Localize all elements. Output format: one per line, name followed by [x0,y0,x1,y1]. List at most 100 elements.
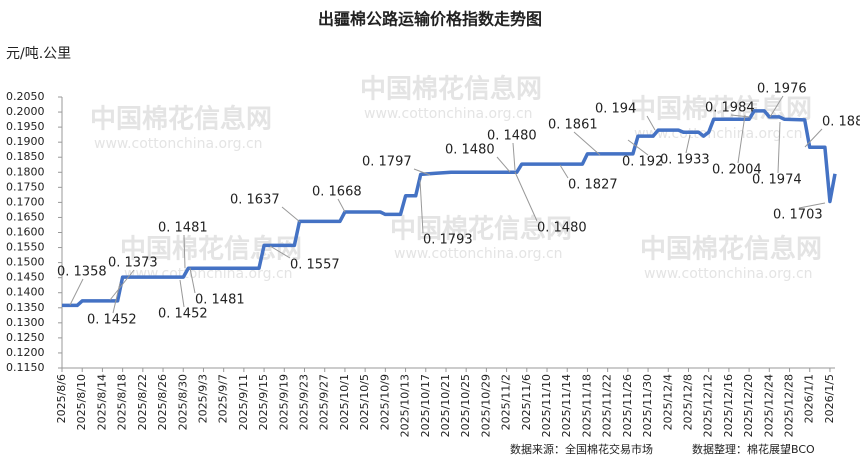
x-tick-label: 2025/11/6 [520,374,533,430]
leader-line [514,171,538,222]
x-tick-label: 2025/9/19 [277,374,290,430]
data-line [62,109,837,308]
y-tick-label: 0.1150 [6,361,45,374]
x-tick-label: 2025/9/11 [237,374,250,430]
annotation: 0. 1976 [757,82,807,97]
x-tick-label: 2026/1/1 [803,374,816,423]
watermark-name: 中国棉花信息网 [640,234,822,265]
x-tick-label: 2025/10/5 [358,374,371,430]
y-tick-label: 0.1950 [6,120,45,133]
x-tick-label: 2025/9/3 [196,374,209,423]
x-tick-label: 2025/12/16 [722,374,735,437]
y-tick-label: 0.1800 [6,165,45,178]
x-tick-label: 2025/10/25 [459,374,472,437]
annotation: 0. 1984 [705,101,755,116]
leader-line [69,278,84,306]
y-tick-label: 0.1700 [6,195,45,208]
annotation: 0. 1480 [445,143,495,158]
y-tick-label: 0.1850 [6,150,45,163]
x-tick-label: 2025/12/20 [742,374,755,437]
y-tick-label: 0.1900 [6,135,45,148]
y-tick-label: 0.1400 [6,286,45,299]
x-tick-label: 2025/11/30 [641,374,654,437]
annotation: 0. 1373 [108,256,158,271]
watermark-name: 中国棉花信息网 [390,214,572,245]
leader-line [646,115,656,131]
leader-line [496,156,511,173]
x-tick-label: 2025/11/2 [500,374,513,430]
leader-line [573,131,601,156]
leader-line [804,128,823,148]
leader-line [269,245,291,259]
x-tick-label: 2025/8/22 [136,374,149,430]
leader-line [798,202,826,209]
y-tick-label: 0.1350 [6,301,45,314]
x-tick-label: 2025/10/17 [419,374,432,437]
annotation: 0. 1358 [57,265,107,280]
annotation: 0. 1452 [87,313,137,328]
leader-line [730,114,751,118]
x-tick-label: 2025/10/13 [399,374,412,437]
x-tick-label: 2025/12/12 [702,374,715,437]
x-tick-label: 2025/9/7 [217,374,230,423]
x-tick-label: 2025/8/6 [55,374,68,423]
annotation: 0. 1480 [487,129,537,144]
x-tick-label: 2025/8/14 [95,374,108,430]
leader-line [737,114,746,164]
x-tick-label: 2025/11/14 [560,374,573,437]
leader-line [109,269,135,301]
watermark-url: www.cottonchina.org.cn [644,266,813,282]
watermark-url: www.cottonchina.org.cn [394,246,563,262]
annotation: 0. 1480 [537,221,587,236]
y-tick-label: 0.2050 [6,90,45,103]
annotation: 0. 1637 [230,193,280,208]
leader-line [559,164,569,179]
watermark-name: 中国棉花信息网 [90,104,272,135]
annotation: 0. 1481 [195,293,245,308]
y-tick-label: 0.1200 [6,346,45,359]
annotation: 0. 2004 [712,163,762,178]
leader-line [337,198,346,213]
leader-line [112,282,121,314]
annotation: 0. 1883 [822,115,860,130]
watermark-url: www.cottonchina.org.cn [364,106,533,122]
x-tick-label: 2025/8/30 [176,374,189,430]
x-tick-label: 2025/11/10 [540,374,553,437]
leader-line [189,267,196,294]
leader-line [419,179,424,234]
annotation: 0. 1703 [773,208,823,223]
x-tick-label: 2025/12/28 [783,374,796,437]
annotation: 0. 1668 [312,185,362,200]
source: 数据来源：全国棉花交易市场 [510,442,653,456]
y-tick-label: 0.1750 [6,180,45,193]
x-tick-label: 2025/10/9 [378,374,391,430]
leader-line [627,139,649,156]
leader-line [777,121,781,174]
y-tick-label: 0.1600 [6,226,45,239]
x-tick-label: 2026/1/5 [823,374,836,423]
y-tick-label: 0.1500 [6,256,45,269]
y-tick-label: 0.1250 [6,331,45,344]
y-tick-label: 0.1300 [6,316,45,329]
annotation: 0. 1933 [660,153,710,168]
y-tick-label: 0.1650 [6,210,45,223]
x-tick-label: 2025/11/18 [580,374,593,437]
x-tick-label: 2025/11/22 [601,374,614,437]
credit: 数据整理：棉花展望BCO [692,442,815,456]
x-tick-label: 2025/12/8 [681,374,694,430]
watermark-name: 中国棉花信息网 [120,234,302,265]
annotation: 0. 1974 [752,173,802,188]
leader-line [413,168,431,176]
annotation: 0. 1481 [158,221,208,236]
chart-title: 出疆棉公路运输价格指数走势图 [318,10,542,29]
x-tick-label: 2025/10/29 [479,374,492,437]
y-tick-label: 0.2000 [6,105,45,118]
leader-line [769,95,784,118]
x-tick-label: 2025/9/15 [257,374,270,430]
leader-line [183,234,186,269]
y-axis-label: 元/吨.公里 [6,46,71,62]
x-tick-label: 2025/9/27 [318,374,331,430]
annotation: 0. 192 [622,155,663,170]
annotation: 0. 1557 [290,258,340,273]
